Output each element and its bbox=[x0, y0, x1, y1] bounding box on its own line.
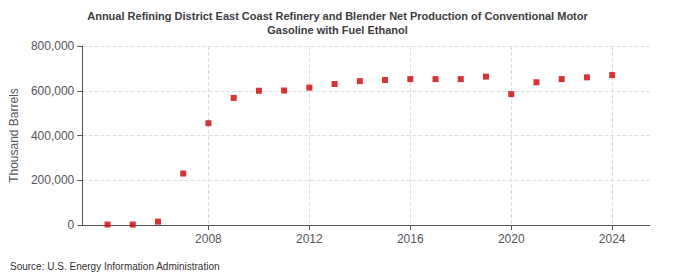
svg-text:400,000: 400,000 bbox=[31, 129, 75, 143]
svg-text:200,000: 200,000 bbox=[31, 173, 75, 187]
svg-text:Thousand Barrels: Thousand Barrels bbox=[7, 88, 21, 183]
svg-text:800,000: 800,000 bbox=[31, 39, 75, 53]
svg-text:2020: 2020 bbox=[498, 232, 525, 246]
svg-text:2008: 2008 bbox=[195, 232, 222, 246]
svg-text:2024: 2024 bbox=[599, 232, 626, 246]
svg-text:0: 0 bbox=[68, 218, 75, 232]
svg-text:600,000: 600,000 bbox=[31, 84, 75, 98]
svg-text:Annual Refining District East: Annual Refining District East Coast Refi… bbox=[87, 10, 588, 22]
svg-text:Gasoline with Fuel Ethanol: Gasoline with Fuel Ethanol bbox=[267, 24, 408, 36]
svg-text:2012: 2012 bbox=[296, 232, 323, 246]
svg-text:Source: U.S. Energy Informatio: Source: U.S. Energy Information Administ… bbox=[10, 261, 220, 272]
svg-text:2016: 2016 bbox=[397, 232, 424, 246]
